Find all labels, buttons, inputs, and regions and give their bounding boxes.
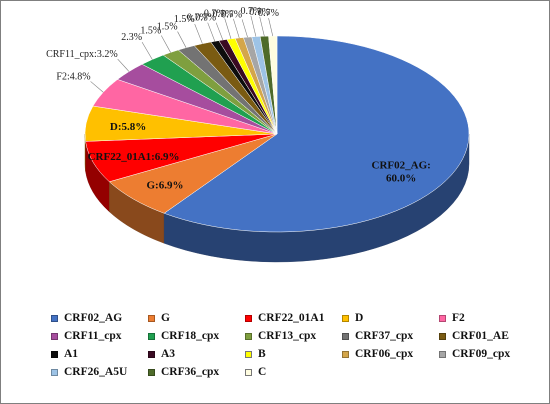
legend-swatch	[51, 350, 58, 358]
legend-label: A3	[161, 348, 176, 360]
legend-item-crf02_ag: CRF02_AG	[51, 312, 148, 324]
leader-line	[250, 15, 257, 37]
legend-item-crf09_cpx: CRF09_cpx	[439, 348, 536, 360]
legend-swatch	[342, 332, 349, 340]
legend-label: CRF37_cpx	[355, 330, 414, 342]
legend-label: CRF09_cpx	[452, 348, 511, 360]
data-label: 0.7%	[240, 6, 261, 17]
legend-item-crf13_cpx: CRF13_cpx	[245, 330, 342, 342]
data-label: CRF22_01A1:6.9%	[88, 151, 180, 163]
legend-label: D	[355, 312, 364, 324]
data-label: 2.3%	[121, 32, 142, 43]
legend-swatch	[148, 350, 155, 358]
legend-swatch	[342, 314, 349, 322]
legend-swatch	[245, 314, 252, 322]
data-label: D:5.8%	[110, 121, 146, 133]
legend-label: CRF13_cpx	[258, 330, 317, 342]
legend-label: CRF02_AG	[64, 312, 123, 324]
leader-line	[141, 41, 153, 60]
legend-swatch	[245, 368, 252, 376]
leader-line	[224, 18, 232, 39]
legend-swatch	[342, 350, 349, 358]
data-label: CRF11_cpx:3.2%	[46, 49, 118, 60]
legend-item-crf18_cpx: CRF18_cpx	[148, 330, 245, 342]
leader-line	[160, 35, 171, 53]
data-label: 0.7%	[195, 13, 216, 24]
legend-swatch	[51, 368, 58, 376]
leader-line	[215, 22, 224, 41]
legend-item-a1: A1	[51, 348, 148, 360]
leader-line	[241, 19, 248, 38]
data-label: 1.5%	[140, 26, 161, 37]
legend-label: F2	[452, 312, 465, 324]
legend-label: CRF06_cpx	[355, 348, 414, 360]
legend-item-b: B	[245, 348, 342, 360]
leader-line	[259, 16, 265, 37]
legend-item-crf36_cpx: CRF36_cpx	[148, 366, 245, 378]
leader-line	[194, 23, 203, 44]
legend-item-crf01_ae: CRF01_AE	[439, 330, 536, 342]
leader-line	[233, 18, 240, 39]
pie-slice-crf02_ag	[163, 35, 470, 233]
legend-swatch	[245, 350, 252, 358]
legend-item-crf06_cpx: CRF06_cpx	[342, 348, 439, 360]
leader-line	[117, 58, 130, 72]
legend-label: CRF26_A5U	[64, 366, 128, 378]
legend-swatch	[51, 314, 58, 322]
legend-swatch	[245, 332, 252, 340]
legend-swatch	[148, 314, 155, 322]
data-label: 0.7%	[213, 9, 234, 20]
legend-item-crf26_a5u: CRF26_A5U	[51, 366, 148, 378]
data-label: 0.7%	[249, 7, 270, 18]
legend-label: CRF22_01A1	[258, 312, 325, 324]
legend-item-crf22_01a1: CRF22_01A1	[245, 312, 342, 324]
legend-swatch	[439, 314, 446, 322]
legend-item-crf11_cpx: CRF11_cpx	[51, 330, 148, 342]
legend-item-g: G	[148, 312, 245, 324]
chart-legend: CRF02_AG G CRF22_01A1 D F2 CRF11_cpx CRF18_cpx…	[51, 312, 541, 378]
data-label: G:6.9%	[146, 180, 183, 192]
legend-item-c: C	[245, 366, 342, 378]
legend-label: CRF01_AE	[452, 330, 509, 342]
legend-label: CRF18_cpx	[161, 330, 220, 342]
leader-line	[268, 18, 274, 37]
legend-label: C	[258, 366, 267, 378]
legend-label: CRF36_cpx	[161, 366, 220, 378]
legend-item-a3: A3	[148, 348, 245, 360]
legend-swatch	[148, 368, 155, 376]
legend-item-crf37_cpx: CRF37_cpx	[342, 330, 439, 342]
data-label: 1.5%	[174, 14, 195, 25]
data-label: 0.7%	[204, 8, 225, 19]
legend-label: CRF11_cpx	[64, 330, 122, 342]
legend-swatch	[148, 332, 155, 340]
leader-line	[177, 31, 187, 48]
legend-item-f2: F2	[439, 312, 536, 324]
legend-label: A1	[64, 348, 79, 360]
legend-label: B	[258, 348, 266, 360]
data-label: 0.7%	[221, 9, 242, 20]
data-label: 1.5%	[157, 22, 178, 33]
legend-swatch	[439, 332, 446, 340]
leader-line	[90, 81, 104, 93]
legend-swatch	[439, 350, 446, 358]
legend-label: G	[161, 312, 170, 324]
legend-swatch	[51, 332, 58, 340]
leader-line	[207, 22, 216, 42]
data-label: F2:4.8%	[56, 71, 90, 82]
data-label: 0.7%	[258, 8, 279, 19]
data-label: 0.7%	[187, 13, 208, 24]
data-label: CRF02_AG: 60.0%	[372, 160, 431, 185]
legend-item-d: D	[342, 312, 439, 324]
